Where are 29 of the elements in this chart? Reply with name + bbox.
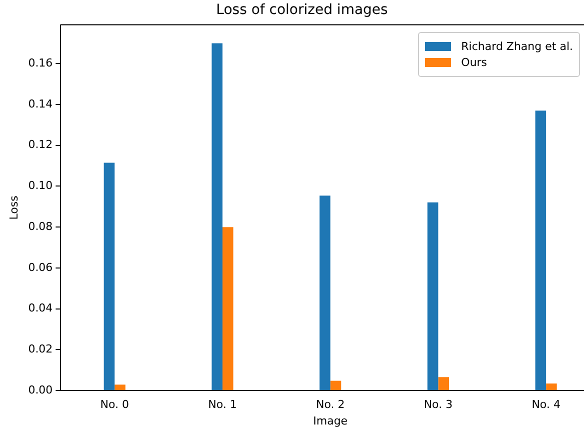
y-tick-label: 0.06 — [28, 260, 53, 274]
y-tick-label: 0.14 — [28, 97, 53, 110]
legend-label: Ours — [461, 56, 488, 69]
bar — [114, 384, 126, 390]
y-tick-label: 0.08 — [28, 220, 53, 233]
x-tick-label: No. 2 — [316, 398, 345, 412]
x-tick-label: No. 4 — [532, 398, 560, 412]
y-tick-label: 0.02 — [28, 342, 53, 356]
bar — [222, 227, 234, 390]
bar — [535, 110, 546, 390]
bar — [330, 380, 342, 390]
bar — [438, 377, 449, 390]
bar — [104, 162, 115, 390]
y-tick-label: 0.16 — [28, 56, 53, 70]
chart-title: Loss of colorized images — [216, 2, 388, 18]
bar — [212, 43, 222, 390]
legend-label: Richard Zhang et al. — [461, 40, 573, 53]
y-tick-label: 0.04 — [28, 302, 53, 315]
x-tick-label: No. 3 — [424, 398, 453, 412]
x-tick-label: No. 0 — [100, 398, 130, 412]
y-tick-label: 0.10 — [28, 179, 53, 192]
bar — [320, 196, 330, 390]
x-tick-label: No. 1 — [208, 398, 237, 412]
x-axis-title: Image — [313, 414, 348, 428]
bar — [427, 202, 438, 390]
y-tick-label: 0.12 — [28, 138, 53, 152]
y-axis-title: Loss — [7, 195, 20, 220]
bar — [546, 383, 557, 390]
y-tick-label: 0.00 — [28, 383, 53, 396]
